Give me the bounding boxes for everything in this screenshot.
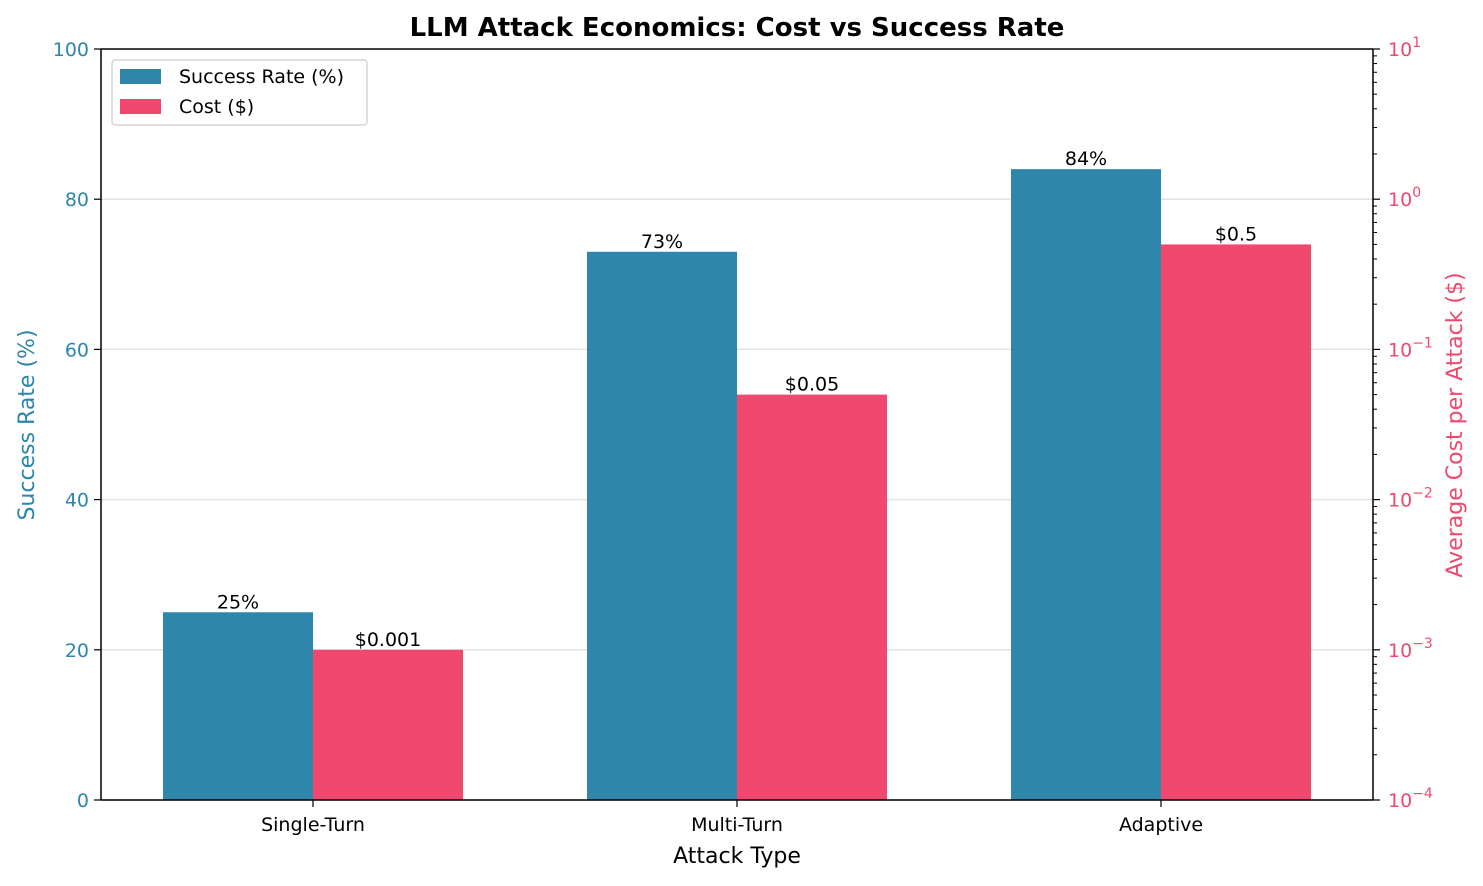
y-right-tick-label: 10−3 (1388, 636, 1433, 662)
data-label-success-rate-multi-turn: 73% (641, 231, 683, 253)
y-right-tick-label: 10−2 (1388, 486, 1433, 512)
x-axis-label: Attack Type (673, 844, 801, 869)
y-left-tick-label: 80 (65, 189, 89, 211)
legend-swatch-cost (120, 99, 161, 114)
data-label-success-rate-single-turn: 25% (217, 591, 259, 613)
y-left-tick-label: 20 (65, 640, 89, 662)
bar-cost-multi-turn (737, 394, 887, 800)
x-tick-label: Multi-Turn (691, 814, 783, 836)
x-tick-label: Single-Turn (261, 814, 365, 836)
y-right-tick-label: 10−4 (1388, 786, 1433, 812)
y-right-tick-label: 10−1 (1388, 335, 1433, 361)
legend: Success Rate (%) Cost ($) (111, 59, 368, 126)
chart-title: LLM Attack Economics: Cost vs Success Ra… (410, 13, 1065, 43)
legend-label-success-rate: Success Rate (%) (179, 66, 344, 88)
y-right-tick-label: 101 (1388, 35, 1421, 61)
data-label-success-rate-adaptive: 84% (1065, 148, 1107, 170)
bar-cost-adaptive (1161, 244, 1311, 801)
bar-success-rate-multi-turn (587, 251, 737, 800)
y-axis-left-label: Success Rate (%) (15, 329, 40, 520)
data-label-cost-single-turn: $0.001 (355, 629, 421, 651)
legend-label-cost: Cost ($) (179, 96, 254, 118)
y-right-tick-label: 100 (1388, 185, 1421, 211)
y-left-tick-label: 0 (77, 790, 89, 812)
bar-cost-single-turn (313, 649, 463, 800)
y-axis-right-label: Average Cost per Attack ($) (1443, 272, 1468, 577)
y-left-tick-label: 40 (65, 490, 89, 512)
data-label-cost-multi-turn: $0.05 (785, 374, 839, 396)
y-left-tick-label: 100 (53, 39, 89, 61)
data-label-cost-adaptive: $0.5 (1215, 223, 1257, 245)
legend-frame (111, 59, 368, 126)
bar-success-rate-adaptive (1011, 169, 1161, 800)
legend-swatch-success-rate (120, 69, 161, 84)
bar-success-rate-single-turn (163, 612, 313, 800)
x-tick-label: Adaptive (1119, 814, 1203, 836)
y-left-tick-label: 60 (65, 339, 89, 361)
